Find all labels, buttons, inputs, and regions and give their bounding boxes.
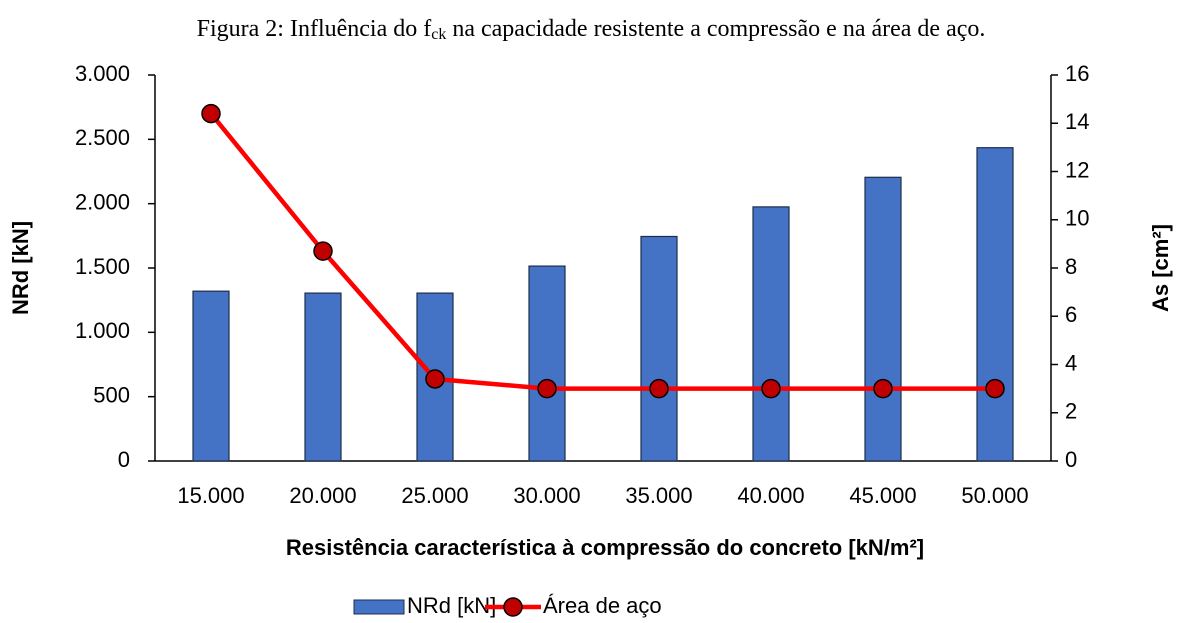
y2-tick-label: 12	[1065, 157, 1089, 182]
y-tick-label: 3.000	[75, 61, 130, 86]
y2-tick-label: 16	[1065, 61, 1089, 86]
title-subscript: ck	[431, 26, 446, 43]
marker	[649, 378, 669, 399]
marker	[201, 103, 221, 124]
marker	[985, 378, 1005, 399]
bar	[304, 292, 342, 462]
bar	[976, 147, 1014, 462]
bar	[864, 176, 902, 462]
y2-tick-label: 2	[1065, 399, 1077, 424]
x-tick-label: 45.000	[849, 483, 916, 508]
legend-label: Área de aço	[543, 593, 662, 618]
y2-tick-label: 0	[1065, 447, 1077, 472]
y2-tick-label: 6	[1065, 302, 1077, 327]
x-tick-label: 40.000	[737, 483, 804, 508]
y2-axis-title: As [cm²]	[1148, 224, 1173, 312]
x-tick-label: 15.000	[177, 483, 244, 508]
y2-tick-label: 10	[1065, 206, 1089, 231]
bar	[192, 290, 230, 462]
marker	[313, 241, 333, 261]
y-axis-title: NRd [kN]	[8, 221, 33, 315]
x-tick-label: 20.000	[289, 483, 356, 508]
y-tick-label: 1.000	[75, 318, 130, 343]
marker	[873, 378, 893, 399]
title-part: na capacidade resistente a compressão e …	[446, 16, 985, 42]
line	[209, 112, 995, 391]
y-tick-label: 2.000	[75, 189, 130, 214]
bar	[528, 265, 566, 462]
marker	[761, 378, 781, 399]
bar	[752, 206, 790, 462]
y2-tick-label: 4	[1065, 350, 1077, 375]
y2-tick-label: 8	[1065, 254, 1077, 279]
x-tick-label: 50.000	[961, 483, 1028, 508]
chart-title: Figura 2: Influência do fck na capacidad…	[197, 16, 986, 43]
x-tick-label: 30.000	[513, 483, 580, 508]
x-tick-label: 25.000	[401, 483, 468, 508]
marker	[537, 378, 557, 399]
y-tick-label: 500	[93, 382, 130, 407]
y-tick-label: 1.500	[75, 254, 130, 279]
title-part: Figura 2: Influência do f	[197, 16, 432, 42]
bar	[640, 235, 678, 462]
y2-tick-label: 14	[1065, 109, 1089, 134]
y-tick-label: 0	[118, 447, 130, 472]
legend-marker	[503, 597, 523, 617]
x-tick-label: 35.000	[625, 483, 692, 508]
y-tick-label: 2.500	[75, 125, 130, 150]
legend-swatch	[353, 599, 405, 615]
legend-label: NRd [kN]	[407, 593, 496, 618]
marker	[425, 369, 445, 389]
x-axis-title: Resistência característica à compressão …	[286, 535, 924, 560]
